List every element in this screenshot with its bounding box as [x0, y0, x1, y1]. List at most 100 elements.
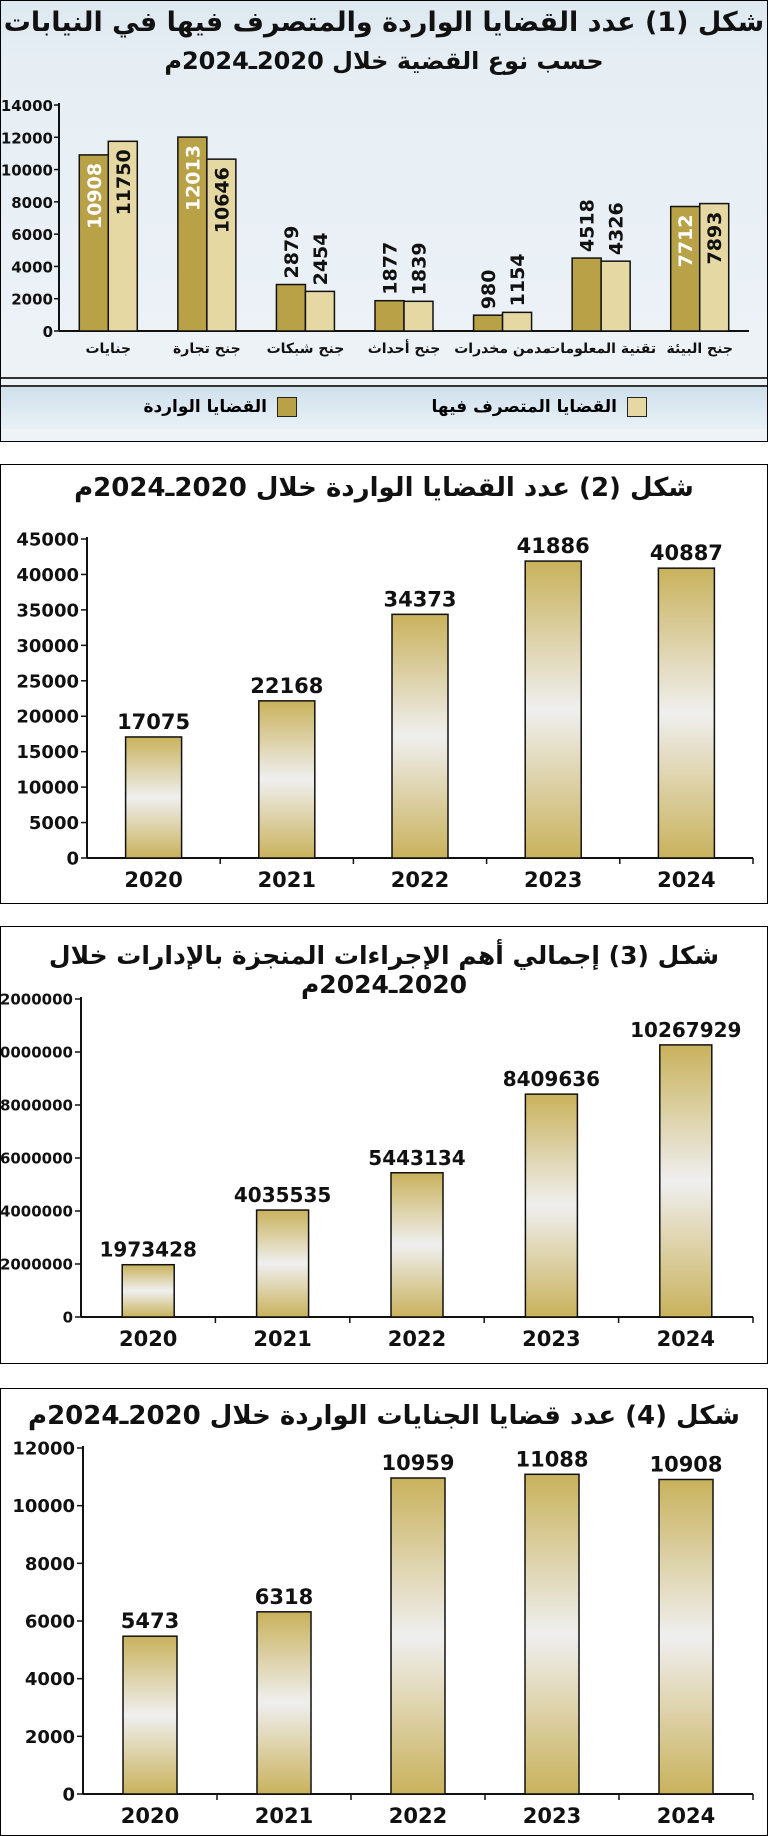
data-label-2020: 17075	[117, 710, 190, 734]
bar-2022	[390, 1477, 446, 1795]
y-tick-label: 0	[66, 848, 79, 869]
x-tick-label-2021: 2021	[258, 868, 316, 892]
y-tick-label: 8000	[11, 194, 53, 212]
data-label-received: 980	[478, 270, 500, 310]
bar-disposed	[403, 300, 434, 332]
x-tick-label: جنح تجارة	[173, 341, 241, 357]
chart-panel-4: شكل (4) عدد قضايا الجنايات الواردة خلال …	[0, 1388, 768, 1836]
y-tick-label: 10000	[16, 778, 79, 799]
y-tick-label: 0	[62, 1784, 75, 1805]
bar-chart: 0 2000000 4000000 6000000 8000000 10000000 120…	[0, 990, 754, 1351]
y-tick-label: 2000000	[0, 1255, 73, 1273]
y-tick-label: 8000000	[0, 1096, 73, 1114]
x-tick-label-2022: 2022	[389, 1804, 447, 1828]
x-tick-label-2021: 2021	[255, 1804, 313, 1828]
data-label-received: 2879	[281, 226, 303, 279]
bar-2020	[122, 1635, 178, 1795]
data-label-disposed: 2454	[310, 232, 332, 285]
y-tick-label: 10000	[12, 1496, 75, 1517]
y-tick-label: 12000000	[0, 990, 73, 1008]
y-tick-label: 6000000	[0, 1149, 73, 1167]
legend-swatch-received	[277, 397, 297, 417]
data-label-2022: 34373	[383, 587, 456, 611]
bar-disposed	[107, 140, 139, 332]
chart-title: شكل (1) عدد القضايا الواردة والمتصرف فيه…	[3, 7, 765, 38]
data-label-received: 1877	[380, 242, 402, 295]
x-tick-label-2022: 2022	[388, 1327, 446, 1351]
x-tick-label-2023: 2023	[524, 868, 582, 892]
data-label-received: 4518	[577, 199, 599, 252]
y-tick-label: 4000000	[0, 1202, 73, 1220]
x-tick-label: جنح شبكات	[267, 341, 345, 357]
y-tick-label: 15000	[16, 742, 79, 763]
bar-chart: 0 2000 4000 6000 8000 10000 12000 5473 2020 6318 2…	[12, 1438, 754, 1828]
data-label-disposed: 1154	[507, 253, 529, 306]
chart-panel-3: شكل (3) إجمالي أهم الإجراءات المنجزة بال…	[0, 926, 768, 1364]
bar-2024	[658, 1478, 714, 1795]
bar-2022	[391, 613, 449, 859]
bar-2023	[524, 560, 582, 859]
bar-disposed	[600, 260, 631, 332]
x-tick-label-2021: 2021	[253, 1327, 311, 1351]
x-tick-label-2024: 2024	[657, 868, 715, 892]
y-tick-label: 35000	[16, 600, 79, 621]
y-tick-label: 12000	[1, 129, 53, 147]
bar-disposed	[501, 311, 533, 332]
y-tick-label: 20000	[16, 707, 79, 728]
x-tick-label-2024: 2024	[657, 1327, 715, 1351]
bar-disposed	[698, 202, 730, 332]
legend-item-disposed: القضايا المتصرف فيها	[432, 397, 647, 417]
bar-disposed	[304, 290, 336, 332]
bar-received	[374, 299, 405, 332]
data-label-2022: 10959	[381, 1451, 454, 1475]
y-tick-label: 12000	[12, 1438, 75, 1459]
x-tick-label-2020: 2020	[121, 1804, 179, 1828]
data-label-2020: 1973428	[99, 1238, 196, 1262]
y-tick-label: 30000	[16, 636, 79, 657]
bar-2022	[390, 1172, 444, 1318]
bar-received	[472, 314, 504, 332]
bar-chart: 0 5000 10000 15000 20000 25000 30000 35000 40000…	[16, 529, 754, 892]
y-tick-label: 8000	[25, 1554, 75, 1575]
bar-2021	[255, 1209, 310, 1318]
data-label-2023: 11088	[515, 1447, 588, 1471]
bar-2024	[659, 1044, 713, 1318]
chart-title: شكل (4) عدد قضايا الجنايات الواردة خلال …	[28, 1401, 740, 1431]
bar-2020	[124, 736, 183, 859]
x-tick-label: جنح البيئة	[666, 341, 732, 357]
bar-2023	[524, 1093, 579, 1318]
x-tick-label-2023: 2023	[522, 1327, 580, 1351]
data-label-2021: 4035535	[234, 1183, 331, 1207]
bar-received	[275, 283, 307, 332]
chart-panel-1: شكل (1) عدد القضايا الواردة والمتصرف فيه…	[0, 0, 768, 442]
y-tick-label: 14000	[1, 97, 53, 115]
data-label-2021: 6318	[255, 1585, 313, 1609]
bar-2021	[258, 700, 316, 859]
legend-label-disposed: القضايا المتصرف فيها	[431, 397, 617, 417]
legend: القضايا المتصرف فيها القضايا الواردة	[1, 385, 767, 429]
data-label-2021: 22168	[250, 674, 323, 698]
y-tick-label: 45000	[16, 529, 79, 550]
data-label-2023: 41886	[517, 534, 590, 558]
data-label-received: 7712	[675, 215, 697, 268]
chart-title: شكل (3) إجمالي أهم الإجراءات المنجزة بال…	[48, 941, 720, 999]
x-tick-label: جنايات	[85, 341, 131, 357]
y-tick-label: 10000	[1, 162, 53, 180]
x-tick-label-2024: 2024	[657, 1804, 715, 1828]
data-label-disposed: 1839	[409, 242, 431, 295]
y-tick-label: 6000	[25, 1611, 75, 1632]
y-tick-label: 6000	[11, 226, 53, 244]
y-tick-label: 4000	[25, 1669, 75, 1690]
data-label-2024: 10908	[649, 1452, 722, 1476]
bar-received	[78, 154, 110, 332]
bar-disposed	[206, 158, 237, 332]
x-tick-label: تقنية المعلومات	[546, 341, 656, 357]
y-tick-label: 5000	[29, 813, 79, 834]
bar-received	[571, 257, 602, 332]
x-tick-label-2022: 2022	[391, 868, 449, 892]
data-label-disposed: 7893	[704, 212, 726, 265]
legend-item-received: القضايا الواردة	[143, 397, 297, 417]
bar-2021	[256, 1611, 312, 1795]
data-label-2020: 5473	[121, 1609, 179, 1633]
data-label-disposed: 10646	[211, 167, 233, 233]
